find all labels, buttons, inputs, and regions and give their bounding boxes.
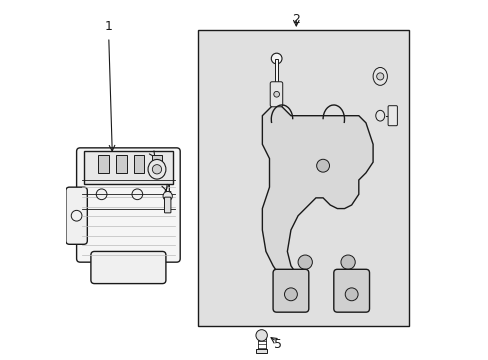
Bar	[98, 155, 108, 173]
Text: 4: 4	[163, 184, 171, 197]
Circle shape	[96, 189, 107, 200]
Circle shape	[284, 288, 297, 301]
Circle shape	[132, 189, 142, 200]
Circle shape	[163, 192, 172, 201]
Circle shape	[340, 255, 354, 269]
Bar	[116, 155, 126, 173]
Bar	[256, 349, 266, 353]
Ellipse shape	[375, 111, 384, 121]
Circle shape	[255, 330, 267, 341]
Circle shape	[376, 73, 383, 80]
FancyBboxPatch shape	[77, 148, 180, 262]
Circle shape	[273, 91, 279, 97]
Bar	[198, 30, 408, 327]
Bar	[83, 152, 173, 184]
FancyBboxPatch shape	[387, 106, 397, 126]
Ellipse shape	[148, 159, 165, 179]
Text: 3: 3	[149, 152, 157, 165]
Circle shape	[152, 165, 162, 174]
Circle shape	[345, 288, 357, 301]
Circle shape	[271, 53, 282, 64]
FancyBboxPatch shape	[91, 251, 165, 284]
Text: 2: 2	[292, 13, 300, 26]
FancyBboxPatch shape	[333, 269, 369, 312]
Text: 5: 5	[274, 338, 282, 351]
Bar	[274, 59, 278, 87]
Polygon shape	[262, 105, 372, 280]
FancyBboxPatch shape	[66, 187, 87, 244]
Circle shape	[316, 159, 329, 172]
Bar	[134, 155, 144, 173]
FancyBboxPatch shape	[164, 197, 171, 213]
FancyBboxPatch shape	[270, 82, 282, 107]
FancyBboxPatch shape	[272, 269, 308, 312]
Ellipse shape	[372, 67, 386, 85]
Bar	[151, 155, 162, 173]
Circle shape	[298, 255, 312, 269]
Circle shape	[71, 210, 82, 221]
Text: 1: 1	[104, 20, 112, 33]
